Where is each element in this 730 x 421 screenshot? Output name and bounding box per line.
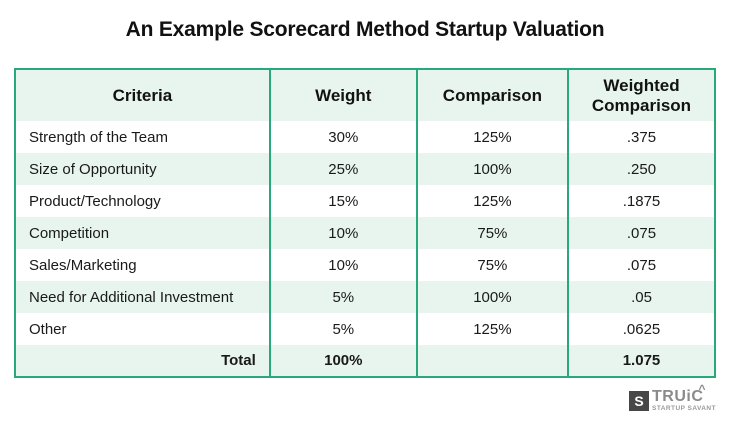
- criteria-cell: Strength of the Team: [15, 121, 270, 153]
- column-header-comparison: Comparison: [415, 69, 568, 121]
- criteria-cell: Competition: [15, 217, 270, 249]
- column-header-criteria: Criteria: [15, 69, 270, 121]
- scorecard-table: Criteria Weight Comparison Weighted Comp…: [14, 68, 716, 378]
- criteria-cell: Sales/Marketing: [15, 249, 270, 281]
- weighted-comparison-cell: .0625: [566, 313, 715, 345]
- total-label-cell: Total: [15, 345, 270, 377]
- table-row: Product/Technology 15% 125% .1875: [15, 185, 715, 217]
- weighted-comparison-cell: .250: [566, 153, 715, 185]
- table-row: Size of Opportunity 25% 100% .250: [15, 153, 715, 185]
- table-row: Need for Additional Investment 5% 100% .…: [15, 281, 715, 313]
- header-row: Criteria Weight Comparison Weighted Comp…: [15, 69, 715, 121]
- logo-brand-name: TRUiC: [652, 387, 704, 405]
- weighted-comparison-cell: .1875: [566, 185, 715, 217]
- weight-cell: 25%: [268, 153, 417, 185]
- logo-text: TRUiC ^ STARTUP SAVANT: [652, 383, 716, 413]
- comparison-cell: 125%: [415, 313, 568, 345]
- table-row: Competition 10% 75% .075: [15, 217, 715, 249]
- column-header-weighted-comparison: Weighted Comparison: [566, 69, 715, 121]
- comparison-cell: 75%: [415, 249, 568, 281]
- weight-cell: 10%: [268, 217, 417, 249]
- weight-cell: 5%: [268, 313, 417, 345]
- table-row: Sales/Marketing 10% 75% .075: [15, 249, 715, 281]
- weight-cell: 5%: [268, 281, 417, 313]
- table-body: Strength of the Team 30% 125% .375 Size …: [15, 121, 715, 377]
- total-comparison-cell: [415, 345, 568, 377]
- weighted-comparison-cell: .075: [566, 217, 715, 249]
- weight-cell: 15%: [268, 185, 417, 217]
- weight-cell: 10%: [268, 249, 417, 281]
- total-weighted-comparison-cell: 1.075: [566, 345, 715, 377]
- weighted-comparison-cell: .375: [566, 121, 715, 153]
- criteria-cell: Size of Opportunity: [15, 153, 270, 185]
- logo-brand: TRUiC ^: [652, 383, 716, 405]
- table-row: Other 5% 125% .0625: [15, 313, 715, 345]
- total-row: Total 100% 1.075: [15, 345, 715, 377]
- comparison-cell: 125%: [415, 185, 568, 217]
- total-weight-cell: 100%: [268, 345, 417, 377]
- logo-square-letter: S: [634, 392, 644, 409]
- comparison-cell: 100%: [415, 153, 568, 185]
- comparison-cell: 100%: [415, 281, 568, 313]
- weighted-comparison-cell: .075: [566, 249, 715, 281]
- column-header-weight: Weight: [268, 69, 417, 121]
- truic-s-icon: S: [629, 390, 650, 411]
- table-header: Criteria Weight Comparison Weighted Comp…: [15, 69, 715, 121]
- truic-logo: S TRUiC ^ STARTUP SAVANT: [629, 383, 716, 413]
- weighted-comparison-cell: .05: [566, 281, 715, 313]
- scorecard-table-container: Criteria Weight Comparison Weighted Comp…: [14, 68, 716, 378]
- table-row: Strength of the Team 30% 125% .375: [15, 121, 715, 153]
- comparison-cell: 125%: [415, 121, 568, 153]
- criteria-cell: Other: [15, 313, 270, 345]
- caret-icon: ^: [698, 381, 706, 396]
- logo-tagline: STARTUP SAVANT: [652, 404, 716, 412]
- criteria-cell: Need for Additional Investment: [15, 281, 270, 313]
- page-title: An Example Scorecard Method Startup Valu…: [125, 18, 605, 41]
- criteria-cell: Product/Technology: [15, 185, 270, 217]
- comparison-cell: 75%: [415, 217, 568, 249]
- weight-cell: 30%: [268, 121, 417, 153]
